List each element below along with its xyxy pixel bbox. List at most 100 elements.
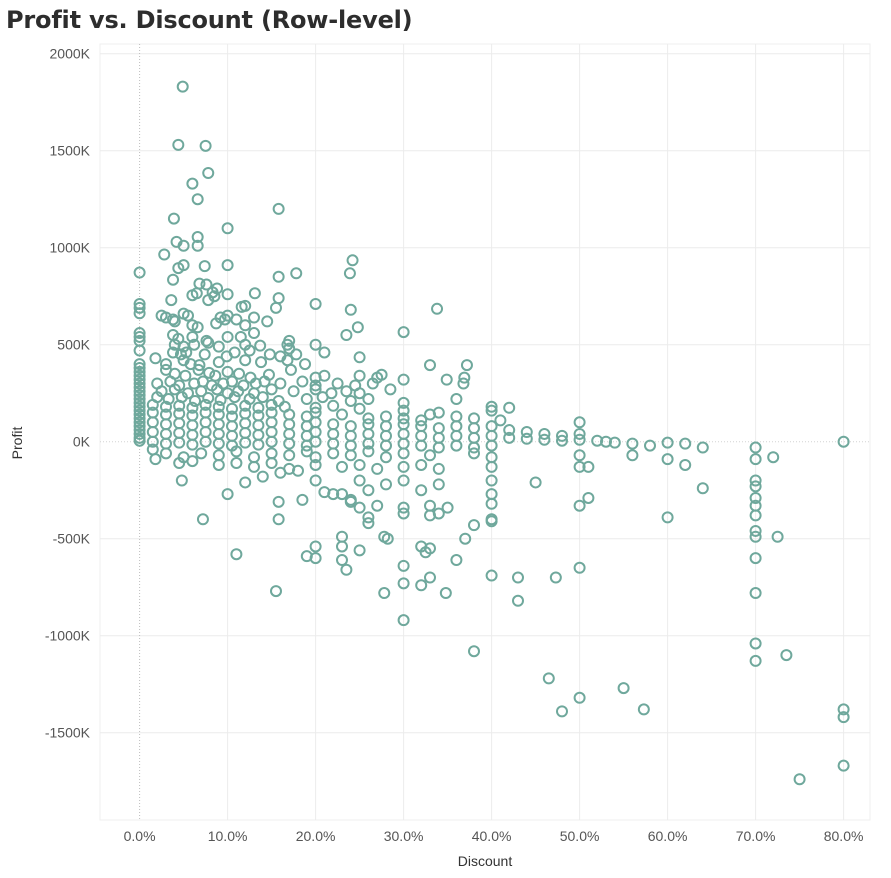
data-point — [432, 431, 445, 444]
data-point — [174, 348, 187, 361]
chart-title: Profit vs. Discount (Row-level) — [6, 6, 413, 34]
data-point — [381, 532, 394, 545]
data-point — [265, 398, 278, 411]
data-point — [230, 445, 243, 458]
data-point — [485, 439, 498, 452]
data-point — [272, 495, 285, 508]
y-tick-label: 500K — [57, 337, 90, 353]
data-point — [133, 266, 146, 279]
data-point — [440, 373, 453, 386]
data-point — [221, 222, 234, 235]
data-point — [198, 348, 211, 361]
data-point — [239, 354, 252, 367]
data-point — [173, 436, 186, 449]
data-point — [397, 474, 410, 487]
data-point — [626, 449, 639, 462]
data-point — [415, 429, 428, 442]
data-point — [167, 313, 180, 326]
y-axis-ticks: 2000K 1500K 1000K 500K 0K -500K -1000K -1500K — [45, 46, 91, 741]
data-point — [780, 649, 793, 662]
data-point — [212, 418, 225, 431]
data-point — [380, 420, 392, 433]
data-point — [468, 441, 480, 454]
y-tick-label: 1000K — [50, 240, 91, 256]
data-point — [192, 363, 205, 376]
x-tick-label: 0.0% — [124, 828, 156, 844]
data-point — [292, 464, 304, 477]
data-point — [191, 239, 204, 252]
data-point — [208, 290, 221, 303]
data-point — [195, 385, 208, 398]
data-point — [188, 338, 201, 351]
data-point — [344, 394, 357, 407]
data-point — [353, 501, 366, 514]
data-point — [133, 373, 146, 386]
data-point — [468, 431, 480, 444]
data-point — [397, 404, 410, 417]
data-point — [344, 495, 357, 508]
data-point — [336, 554, 348, 567]
data-point — [248, 327, 260, 340]
data-point — [336, 408, 348, 421]
data-point — [371, 462, 384, 475]
data-point — [232, 385, 245, 398]
data-point — [397, 412, 410, 425]
data-point — [272, 270, 285, 283]
data-point — [193, 359, 206, 372]
data-point — [149, 352, 162, 365]
data-point — [167, 212, 180, 225]
data-point — [661, 436, 674, 449]
data-point — [167, 346, 180, 359]
data-point — [133, 404, 146, 417]
data-point — [199, 139, 212, 152]
data-point — [214, 393, 227, 406]
data-point — [468, 519, 480, 532]
data-point — [309, 474, 322, 487]
data-point — [362, 412, 375, 425]
data-point — [133, 377, 146, 390]
data-point — [133, 301, 146, 314]
data-point — [375, 368, 388, 381]
data-point — [160, 400, 172, 413]
data-point — [380, 478, 392, 491]
data-point — [133, 416, 146, 429]
data-point — [556, 705, 568, 718]
data-point — [191, 231, 204, 244]
data-point — [212, 458, 225, 471]
x-tick-label: 30.0% — [384, 828, 424, 844]
data-point — [591, 434, 604, 447]
data-point — [252, 401, 265, 414]
data-point — [167, 273, 180, 286]
data-point — [158, 248, 171, 261]
y-tick-label: -1500K — [45, 725, 91, 741]
data-point — [331, 377, 344, 390]
data-point — [362, 517, 375, 530]
data-point — [283, 427, 296, 440]
data-point — [432, 478, 445, 491]
data-point — [228, 391, 241, 404]
data-point — [191, 193, 204, 206]
data-point — [327, 447, 340, 460]
data-point — [133, 369, 146, 382]
data-point — [252, 428, 265, 441]
data-point — [353, 351, 366, 364]
data-point — [133, 327, 146, 340]
data-point — [661, 453, 674, 466]
data-point — [384, 383, 397, 396]
data-point — [415, 484, 428, 497]
data-point — [336, 530, 348, 543]
data-point — [336, 540, 348, 553]
data-point — [503, 424, 516, 437]
data-point — [254, 339, 267, 352]
data-point — [353, 458, 366, 471]
data-point — [239, 426, 252, 439]
data-point — [573, 416, 586, 429]
data-point — [202, 392, 215, 405]
data-point — [149, 453, 162, 466]
data-point — [336, 460, 348, 473]
data-point — [252, 419, 265, 432]
data-point — [256, 391, 269, 404]
data-point — [160, 437, 172, 450]
data-point — [573, 449, 586, 462]
